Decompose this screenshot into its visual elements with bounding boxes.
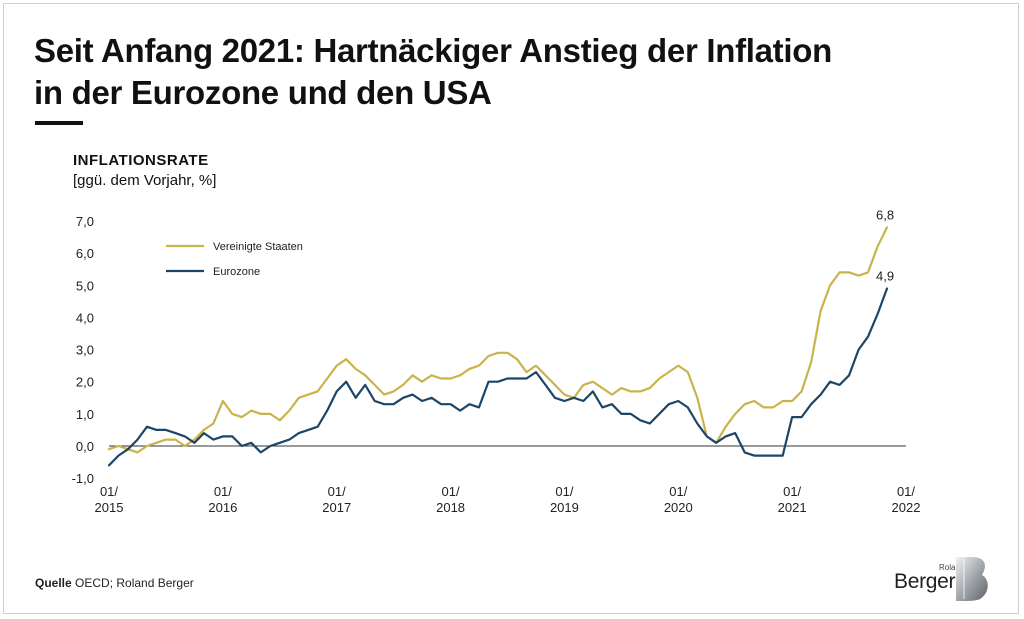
brand-logo: Roland Berger [890,553,1000,603]
x-tick-label: 01/ [555,484,573,499]
y-tick-label: 4,0 [76,310,94,325]
brand-small-text: Roland [939,563,965,572]
x-tick-label: 01/ [214,484,232,499]
source-note: Quelle OECD; Roland Berger [35,576,194,590]
x-tick-label: 2015 [95,500,124,515]
x-tick-label: 2021 [778,500,807,515]
x-tick-label: 2020 [664,500,693,515]
brand-mark-icon [956,557,988,601]
y-tick-label: -1,0 [72,471,94,486]
title-underline [35,121,83,125]
usa-series-line [107,226,889,454]
x-tick-label: 01/ [328,484,346,499]
source-label: Quelle [35,576,72,590]
y-axis-label-unit: [ggü. dem Vorjahr, %] [73,172,217,189]
x-tick-label: 01/ [783,484,801,499]
eurozone-series-line [107,287,889,467]
y-tick-label: 6,0 [76,246,94,261]
chart-title: Seit Anfang 2021: Hartnäckiger Anstieg d… [34,30,934,114]
x-tick-label: 2017 [322,500,351,515]
y-tick-label: 1,0 [76,407,94,422]
eurozone-end-label: 4,9 [876,269,894,284]
title-line-2: in der Eurozone und den USA [34,74,492,111]
brand-name-text: Berger [894,570,956,593]
y-axis-label-main: INFLATIONSRATE [73,152,209,169]
legend-label-eurozone: Eurozone [213,266,260,278]
y-tick-label: 7,0 [76,214,94,229]
source-text: OECD; Roland Berger [75,576,194,590]
x-tick-label: 2019 [550,500,579,515]
title-line-1: Seit Anfang 2021: Hartnäckiger Anstieg d… [34,32,832,69]
legend-label-usa: Vereinigte Staaten [213,241,303,253]
y-axis-label: INFLATIONSRATE [ggü. dem Vorjahr, %] [73,151,216,191]
x-tick-label: 01/ [669,484,687,499]
x-tick-label: 2022 [892,500,921,515]
x-tick-label: 01/ [897,484,915,499]
y-tick-label: 0,0 [76,439,94,454]
x-tick-label: 01/ [442,484,460,499]
x-tick-label: 2016 [208,500,237,515]
y-tick-label: 5,0 [76,278,94,293]
x-tick-label: 01/ [100,484,118,499]
x-tick-label: 2018 [436,500,465,515]
usa-end-label: 6,8 [876,207,894,222]
chart-frame [3,3,1019,614]
y-tick-label: 3,0 [76,343,94,358]
y-tick-label: 2,0 [76,375,94,390]
